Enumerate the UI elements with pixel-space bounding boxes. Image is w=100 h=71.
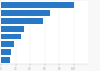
Bar <box>1 49 11 55</box>
Bar <box>1 57 10 63</box>
Bar <box>1 26 24 32</box>
Bar <box>1 34 21 39</box>
Bar <box>1 18 43 24</box>
Bar <box>1 2 74 8</box>
Bar <box>1 10 50 16</box>
Bar <box>1 41 14 47</box>
